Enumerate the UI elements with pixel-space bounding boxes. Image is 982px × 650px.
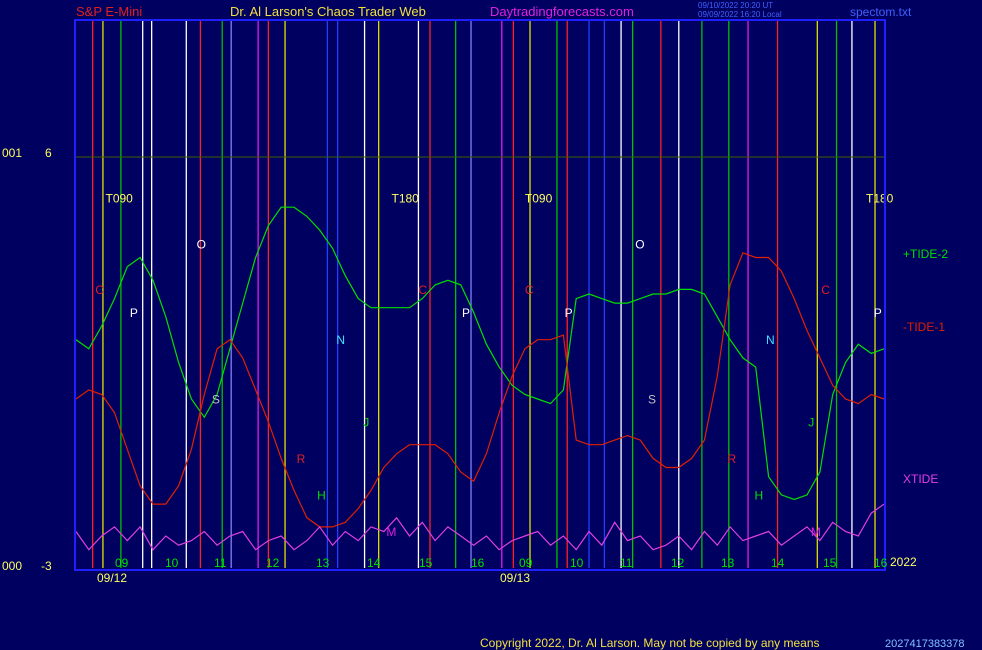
hour-tick-label: 11 — [620, 556, 633, 570]
y-top-left-label: 001 — [2, 146, 23, 160]
series-line — [75, 206, 885, 501]
hour-tick-label: 16 — [471, 556, 485, 570]
chart-marker: H — [317, 489, 326, 503]
chart-marker: T180 — [392, 192, 420, 206]
hour-tick-label: 10 — [570, 556, 584, 570]
series-group — [75, 206, 885, 551]
chart-marker: M — [386, 525, 396, 539]
copyright: Copyright 2022, Dr. Al Larson. May not b… — [480, 636, 820, 650]
chart-marker: R — [728, 452, 737, 466]
chart-marker: S — [212, 393, 220, 407]
y-bottom-label: -3 — [41, 559, 52, 573]
series-line — [75, 252, 885, 528]
hour-tick-label: 15 — [419, 556, 433, 570]
chart-marker: J — [808, 415, 814, 429]
hour-tick-label: 10 — [165, 556, 179, 570]
date-label-2: 09/13 — [500, 571, 531, 585]
chart-marker: O — [635, 237, 644, 251]
hour-tick-label: 13 — [316, 556, 330, 570]
chart-marker: C — [525, 283, 534, 297]
site-link[interactable]: Daytradingforecasts.com — [490, 4, 634, 19]
hour-tick-label: 12 — [266, 556, 280, 570]
hour-tick-label: 12 — [671, 556, 685, 570]
chart-marker: M — [811, 525, 821, 539]
y-bottom-left-label: 000 — [2, 559, 23, 573]
y-top-label: 6 — [45, 146, 52, 160]
file-name: spectom.txt — [850, 5, 912, 19]
timestamp-local: 09/09/2022 16:20 Local — [698, 10, 782, 19]
chart-title: Dr. Al Larson's Chaos Trader Web — [230, 4, 426, 19]
chart-marker: O — [197, 237, 206, 251]
chart-marker: C — [418, 283, 427, 297]
year-label: 2022 — [890, 555, 917, 569]
chart-marker: R — [297, 452, 306, 466]
chart-marker: S — [648, 393, 656, 407]
timestamp-ut: 09/10/2022 20:20 UT — [698, 1, 774, 10]
hour-tick-label: 14 — [367, 556, 381, 570]
series-line — [75, 503, 885, 551]
chart-marker: N — [766, 333, 775, 347]
legend-xtide: XTIDE — [903, 472, 939, 486]
hour-tick-label: 15 — [823, 556, 837, 570]
symbol-title: S&P E-Mini — [76, 4, 143, 19]
chart-marker: C — [821, 283, 830, 297]
legend-tide-minus: -TIDE-1 — [903, 320, 945, 334]
chart-marker: J — [363, 415, 369, 429]
hour-tick-label: 11 — [214, 556, 227, 570]
chart-marker: P — [874, 306, 882, 320]
hour-tick-label: 09 — [519, 556, 533, 570]
corner-code: 2027417383378 — [885, 638, 965, 650]
marker-group: T090 T180 T090 T180 C P O S R H N M J C P C P O S R H N J M C P — [95, 192, 893, 539]
hour-tick-label: 13 — [721, 556, 735, 570]
astro-line-group — [92, 20, 876, 568]
hour-tick-label: 16 — [874, 556, 888, 570]
chart-marker: H — [755, 489, 764, 503]
hour-tick-label: 14 — [771, 556, 785, 570]
chart-marker: P — [565, 306, 573, 320]
chart-marker: P — [462, 306, 470, 320]
chart-marker: T180 — [866, 192, 894, 206]
chart-marker: N — [336, 333, 345, 347]
chart-marker: P — [130, 306, 138, 320]
chart-marker: T090 — [106, 192, 134, 206]
legend-tide-plus: +TIDE-2 — [903, 247, 949, 261]
chart-marker: T090 — [525, 192, 553, 206]
hour-tick-label: 09 — [115, 556, 129, 570]
chart-marker: C — [95, 283, 104, 297]
date-label-1: 09/12 — [97, 571, 128, 585]
plot-frame — [74, 19, 886, 571]
